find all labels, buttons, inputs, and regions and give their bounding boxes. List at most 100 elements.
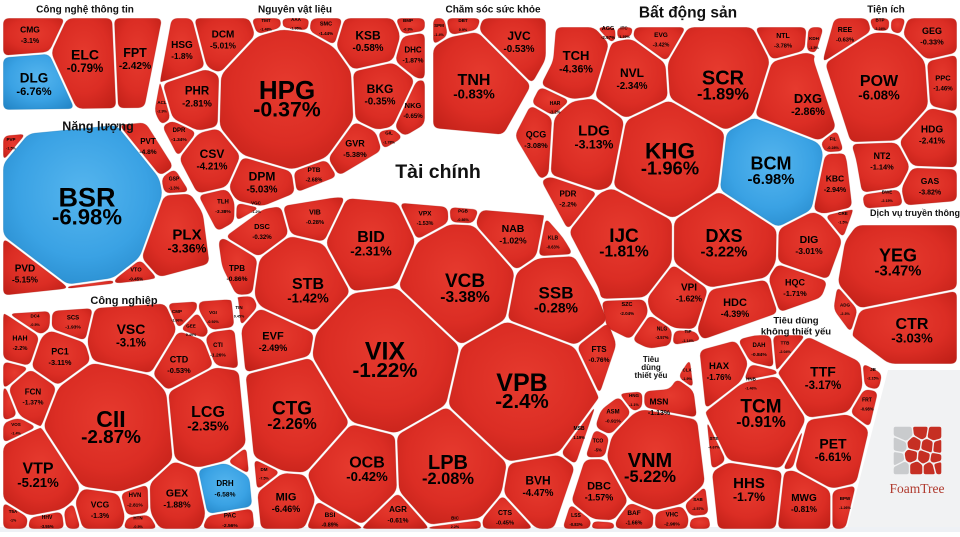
svg-text:CRE: CRE: [838, 211, 848, 216]
svg-text:0.9%: 0.9%: [459, 28, 468, 32]
svg-text:MWG: MWG: [791, 493, 817, 504]
svg-text:-3.57%: -3.57%: [656, 335, 669, 340]
svg-text:-0.81%: -0.81%: [791, 505, 818, 514]
svg-text:-0.45%: -0.45%: [129, 276, 143, 281]
svg-text:dùng: dùng: [641, 363, 661, 372]
svg-text:-1.1%: -1.1%: [629, 403, 639, 407]
svg-text:CMP: CMP: [172, 309, 182, 314]
svg-text:-1.14%: -1.14%: [870, 163, 894, 172]
svg-text:TMT: TMT: [261, 18, 270, 23]
svg-text:-1.34%: -1.34%: [171, 137, 187, 143]
svg-text:IJC: IJC: [609, 226, 639, 247]
svg-text:DPR: DPR: [173, 128, 186, 134]
svg-text:MSN: MSN: [650, 397, 669, 407]
svg-text:BAF: BAF: [627, 510, 640, 517]
svg-text:POW: POW: [860, 73, 899, 90]
svg-text:Bất động sản: Bất động sản: [639, 5, 737, 22]
svg-text:Tiện ích: Tiện ích: [867, 5, 905, 16]
svg-text:DAH: DAH: [753, 343, 766, 349]
svg-text:-4.36%: -4.36%: [559, 63, 593, 75]
svg-text:HAR: HAR: [550, 101, 561, 107]
svg-text:VGI: VGI: [209, 310, 217, 315]
svg-text:DCM: DCM: [212, 29, 235, 40]
svg-text:VPB: VPB: [496, 369, 547, 397]
svg-text:YEG: YEG: [879, 246, 917, 266]
svg-text:-0.79%: -0.79%: [67, 63, 103, 75]
svg-text:VCG: VCG: [91, 500, 110, 510]
svg-text:-1.95%: -1.95%: [290, 27, 302, 31]
svg-text:1.19%: 1.19%: [573, 435, 585, 440]
svg-text:-0.83%: -0.83%: [570, 522, 583, 527]
svg-text:-2.86%: -2.86%: [791, 106, 825, 118]
svg-text:AAA: AAA: [291, 17, 301, 22]
svg-text:-0.35%: -0.35%: [364, 97, 395, 108]
svg-text:-2.2%: -2.2%: [13, 346, 28, 352]
svg-text:-3.38%: -3.38%: [440, 289, 490, 306]
svg-text:HDC: HDC: [723, 297, 747, 309]
svg-text:CTR: CTR: [896, 316, 929, 333]
svg-text:PC1: PC1: [51, 347, 69, 357]
svg-text:HHV: HHV: [42, 515, 53, 521]
svg-text:GSP: GSP: [169, 176, 180, 182]
svg-text:-3.13%: -3.13%: [575, 138, 614, 152]
svg-text:VPI: VPI: [681, 283, 697, 294]
svg-text:DC4: DC4: [30, 314, 39, 319]
svg-text:ASM: ASM: [606, 410, 619, 416]
svg-text:-5.22%: -5.22%: [624, 468, 676, 486]
svg-text:-5%: -5%: [594, 447, 602, 452]
svg-text:-1.4%: -1.4%: [11, 432, 21, 436]
svg-text:-1.26%: -1.26%: [210, 352, 226, 358]
svg-text:TNH: TNH: [458, 72, 491, 89]
svg-text:PTB: PTB: [308, 167, 321, 174]
svg-text:PVP: PVP: [6, 137, 15, 142]
svg-text:-1.96%: -1.96%: [641, 158, 699, 179]
svg-text:HNB: HNB: [746, 377, 756, 382]
svg-text:-1.93%: -1.93%: [65, 325, 81, 331]
svg-text:-2.94%: -2.94%: [824, 187, 847, 194]
svg-text:-1.39%: -1.39%: [618, 35, 630, 39]
svg-text:BSI: BSI: [325, 512, 336, 519]
svg-text:-1.71%: -1.71%: [783, 289, 807, 298]
svg-text:QCG: QCG: [526, 130, 547, 140]
svg-text:VNM: VNM: [628, 450, 672, 472]
svg-text:-2.87%: -2.87%: [81, 427, 141, 448]
svg-text:DXS: DXS: [705, 226, 742, 246]
svg-text:KSB: KSB: [355, 28, 381, 42]
svg-text:ELC: ELC: [71, 46, 99, 62]
svg-text:HNG: HNG: [629, 393, 639, 398]
svg-text:-1.22%: -1.22%: [353, 359, 418, 382]
svg-text:TLH: TLH: [217, 200, 229, 206]
svg-text:-4.67%: -4.67%: [708, 446, 720, 450]
svg-text:HAX: HAX: [709, 361, 730, 372]
svg-text:-2.97%: -2.97%: [601, 35, 615, 40]
svg-text:Chăm sóc sức khỏe: Chăm sóc sức khỏe: [445, 5, 540, 16]
svg-text:-0.89%: -0.89%: [322, 523, 339, 529]
svg-text:-1.7%: -1.7%: [733, 490, 765, 504]
svg-text:Tiêu: Tiêu: [643, 355, 659, 364]
svg-text:DLG: DLG: [20, 71, 49, 86]
svg-text:-1.89%: -1.89%: [697, 86, 749, 104]
svg-text:HTN: HTN: [133, 515, 142, 520]
svg-text:-1.81%: -1.81%: [599, 244, 649, 261]
svg-text:-3.08%: -3.08%: [524, 141, 548, 150]
svg-text:-5.21%: -5.21%: [17, 475, 59, 490]
svg-text:-0.9%: -0.9%: [403, 28, 413, 32]
svg-text:-6.98%: -6.98%: [52, 205, 122, 230]
svg-text:FIL: FIL: [830, 136, 837, 141]
svg-text:-0.63%: -0.63%: [547, 244, 560, 249]
svg-text:SPM: SPM: [434, 23, 444, 28]
svg-text:-6.46%: -6.46%: [272, 504, 301, 514]
svg-text:-2.57%: -2.57%: [692, 507, 704, 511]
svg-text:-0.84%: -0.84%: [751, 352, 767, 358]
svg-text:-3.47%: -3.47%: [875, 264, 922, 280]
svg-text:-2.49%: -2.49%: [259, 343, 288, 353]
svg-text:VHC: VHC: [666, 512, 679, 518]
svg-text:-0.45%: -0.45%: [496, 521, 514, 527]
svg-text:-1.57%: -1.57%: [585, 493, 614, 503]
svg-text:-0.58%: -0.58%: [352, 43, 383, 54]
svg-text:-3.03%: -3.03%: [891, 330, 933, 345]
svg-text:-0.37%: -0.37%: [253, 98, 321, 122]
svg-text:-3.82%: -3.82%: [919, 189, 942, 196]
svg-text:NKG: NKG: [405, 101, 422, 110]
svg-text:HDG: HDG: [921, 125, 943, 136]
